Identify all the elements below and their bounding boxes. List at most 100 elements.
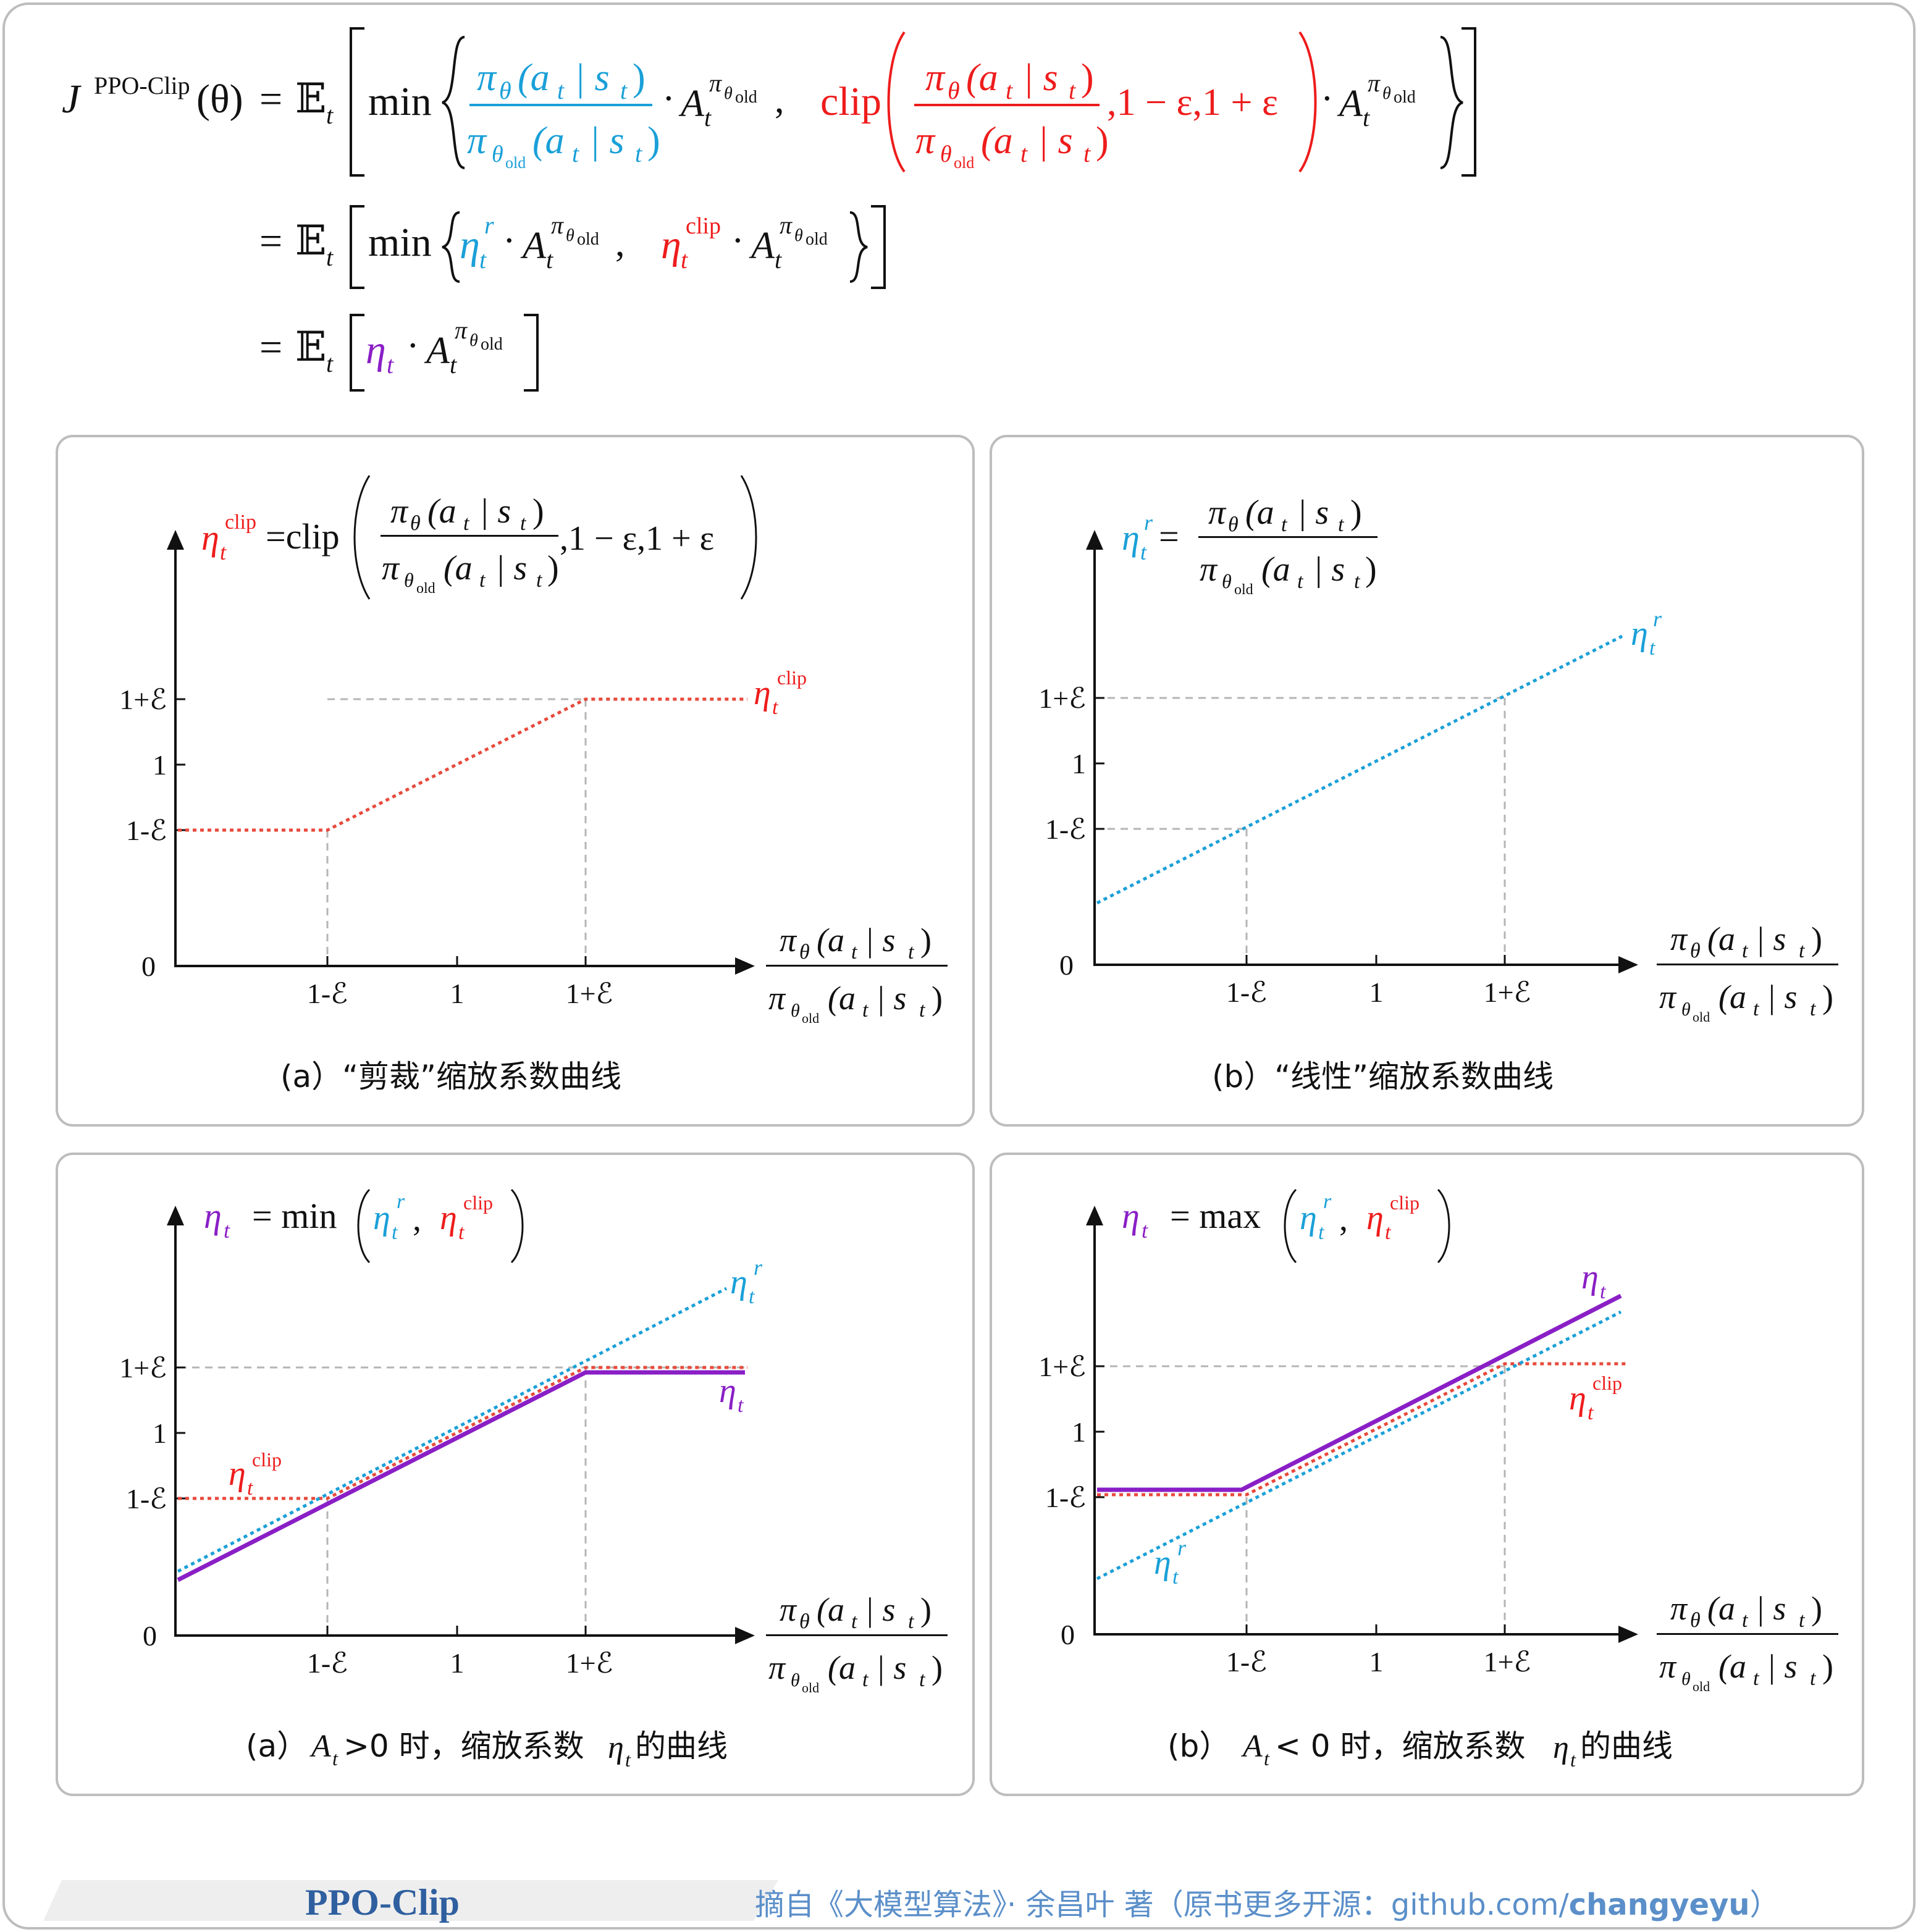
panel-clip-header-eta: η — [201, 518, 219, 558]
panel-linear-xal-numer-arg: (a — [1707, 920, 1735, 957]
eta-r-2: η — [460, 222, 480, 267]
clip-bounds: ,1 − ε,1 + ε — [1107, 82, 1278, 124]
panel-min-header-paren-right — [510, 1188, 524, 1264]
panel-clip-xal-numer-close: ) — [920, 922, 932, 959]
ratio-1-denominator-sub: θ — [492, 141, 503, 167]
panel-max-header-c-eta: η — [1366, 1199, 1384, 1237]
adv-4: A — [749, 225, 775, 267]
panel-linear-header-denom-arg-sub: t — [1297, 570, 1304, 593]
adv-2: A — [1337, 83, 1363, 125]
panel-linear-xal-numer-arg-sub: t — [1742, 939, 1749, 962]
adv-3-sup: π — [551, 211, 564, 239]
footer-credit-prefix: 摘自《大模型算法》· 余昌叶 著（原书更多开源：github.com/ — [755, 1888, 1569, 1922]
adv-2-sup-subsub: old — [1394, 88, 1416, 107]
panel-linear-header-denom-rest-sub: t — [1354, 570, 1361, 593]
panel-min-xal-denom-rest: | s — [876, 1649, 906, 1686]
panel-min-xal-numer-close: ) — [920, 1591, 932, 1628]
panel-clip-x-axis-label: π θ (a t | s t ) π θ old (a t | s t ) — [766, 922, 948, 1026]
panel-min-header-comma: , — [413, 1200, 421, 1238]
panel-linear-axes — [1086, 530, 1638, 973]
bracket-right-1 — [1462, 27, 1476, 177]
panel-min-header-paren-left — [357, 1188, 371, 1264]
panel-clip-header-denom-rest-sub: t — [536, 569, 543, 592]
panel-min-caption-var: A — [309, 1729, 331, 1764]
panel-clip-xal-denom-rest-sub: t — [919, 999, 926, 1022]
panel-clip-xal-denom-subsub: old — [802, 1010, 819, 1026]
panel-linear-xal-denom-arg: (a — [1718, 978, 1746, 1015]
panel-max-xal-numer-close: ) — [1811, 1590, 1822, 1627]
panel-clip-ylabel-0: 0 — [141, 951, 156, 982]
panel-min-xal-numer-pi: π — [780, 1591, 797, 1628]
panel-max-header-r-eta: η — [1300, 1199, 1317, 1237]
panel-clip-xal-bar — [766, 965, 948, 967]
panel-clip-y-arrow — [167, 530, 184, 550]
clip-word-1: clip — [820, 79, 881, 124]
panel-max-tick-labels: 1+ℰ 1 1-ℰ 0 1-ℰ 1 1+ℰ — [1038, 1351, 1531, 1678]
expectation-2: 𝔼 — [295, 219, 326, 264]
panel-min-header-eta: η — [204, 1196, 222, 1236]
adv-1-sup-subsub: old — [735, 88, 757, 107]
panel-min-ylabel-1: 1 — [153, 1418, 167, 1449]
panel-clip-xal-denom-arg: (a — [828, 980, 856, 1017]
panel-min-label-eta-r: η — [730, 1263, 747, 1301]
panel-max-xal-denom-subsub: old — [1693, 1679, 1710, 1694]
panel-linear-x-axis-label: π θ (a t | s t ) π θ old (a t | s t ) — [1657, 920, 1838, 1025]
panel-min-xal-denom-rest-sub: t — [919, 1668, 926, 1691]
panel-max-header-paren-left — [1284, 1188, 1297, 1264]
j-superscript: PPO-Clip — [94, 72, 190, 99]
panel-clip-header-numer-arg: (a — [427, 492, 456, 531]
formula-line-2: = 𝔼 t min η t r · A t π θ old , η t clip… — [259, 205, 886, 289]
expectation-3: 𝔼 — [295, 325, 326, 370]
panel-clip-header-denom-pi: π — [382, 549, 400, 587]
panel-linear-xal-denom-pi: π — [1659, 978, 1677, 1015]
panel-linear-y-arrow — [1086, 530, 1103, 550]
footer-credit-handle[interactable]: changyeyu — [1569, 1888, 1750, 1922]
panel-clip-header-denom-sub: θ — [404, 569, 414, 591]
panel-min-xal-denom-sub: θ — [791, 1670, 800, 1690]
panel-min-x-axis-label: π θ (a t | s t ) π θ old (a t | s t ) — [766, 1591, 948, 1695]
panel-min-label-eta-clip: η — [229, 1455, 246, 1493]
panel-max-label-eta-r: η — [1154, 1544, 1171, 1582]
panel-min-label-eta-r-sub: t — [749, 1285, 755, 1308]
clip-fraction-bar — [914, 104, 1100, 106]
expectation-1-sub: t — [326, 101, 334, 129]
clip-denominator-subsub: old — [954, 154, 974, 172]
panel-linear-xal-denom-rest: | s — [1767, 978, 1797, 1015]
panel-min-xal-denom-arg-sub: t — [862, 1668, 869, 1691]
clip-numerator-pi: π — [925, 57, 946, 99]
panel-max-curve-eta-r — [1096, 1310, 1622, 1581]
panel-clip-header-denom-rest: | s — [495, 549, 527, 587]
panel-min-xal-denom-pi: π — [768, 1649, 786, 1686]
eta-r-2-sub: t — [479, 246, 487, 274]
panel-min-curve-eta-r — [177, 1287, 728, 1573]
clip-denominator-close: ) — [1096, 120, 1109, 162]
panel-linear-caption: (b）“线性”缩放系数曲线 — [1212, 1059, 1554, 1094]
panel-min-xal-numer-arg: (a — [817, 1591, 844, 1628]
panel-max-header-c-sub: t — [1385, 1221, 1392, 1244]
panel-clip-xal-denom-rest: | s — [876, 980, 906, 1017]
panel-linear-xlabel-1: 1 — [1369, 976, 1384, 1008]
footer: PPO-Clip 摘自《大模型算法》· 余昌叶 著（原书更多开源：github.… — [43, 1880, 1780, 1923]
panel-max-header-comma: , — [1339, 1200, 1348, 1238]
eta-3-sub: t — [387, 351, 394, 379]
panel-max-ylabel-1pe: 1+ℰ — [1038, 1351, 1086, 1382]
clip-denominator-sub: θ — [940, 141, 952, 167]
panel-max-header-c-sup: clip — [1390, 1191, 1420, 1214]
panel-linear-frame — [990, 435, 1864, 1127]
panel-linear-curve-eta-r — [1096, 634, 1623, 905]
panel-clip-caption: (a）“剪裁”缩放系数曲线 — [280, 1059, 621, 1094]
adv-5-sup: π — [455, 316, 468, 344]
footer-band — [43, 1880, 778, 1921]
ratio-1-denominator-rest: | s — [589, 120, 625, 162]
comma-1: , — [775, 79, 784, 121]
panel-min-header-r-sub: t — [392, 1221, 398, 1244]
panel-min-ylabel-0: 0 — [143, 1620, 157, 1652]
panel-max-frame — [990, 1153, 1864, 1796]
panel-clip-x-arrow — [735, 957, 755, 975]
panel-linear-header-eta-sub: t — [1140, 540, 1147, 565]
panel-clip-xal-numer-rest: | s — [865, 922, 895, 959]
panel-linear-header-bar — [1198, 536, 1378, 538]
adv-1-sub: t — [704, 104, 712, 132]
panel-max-x-arrow — [1618, 1626, 1638, 1643]
